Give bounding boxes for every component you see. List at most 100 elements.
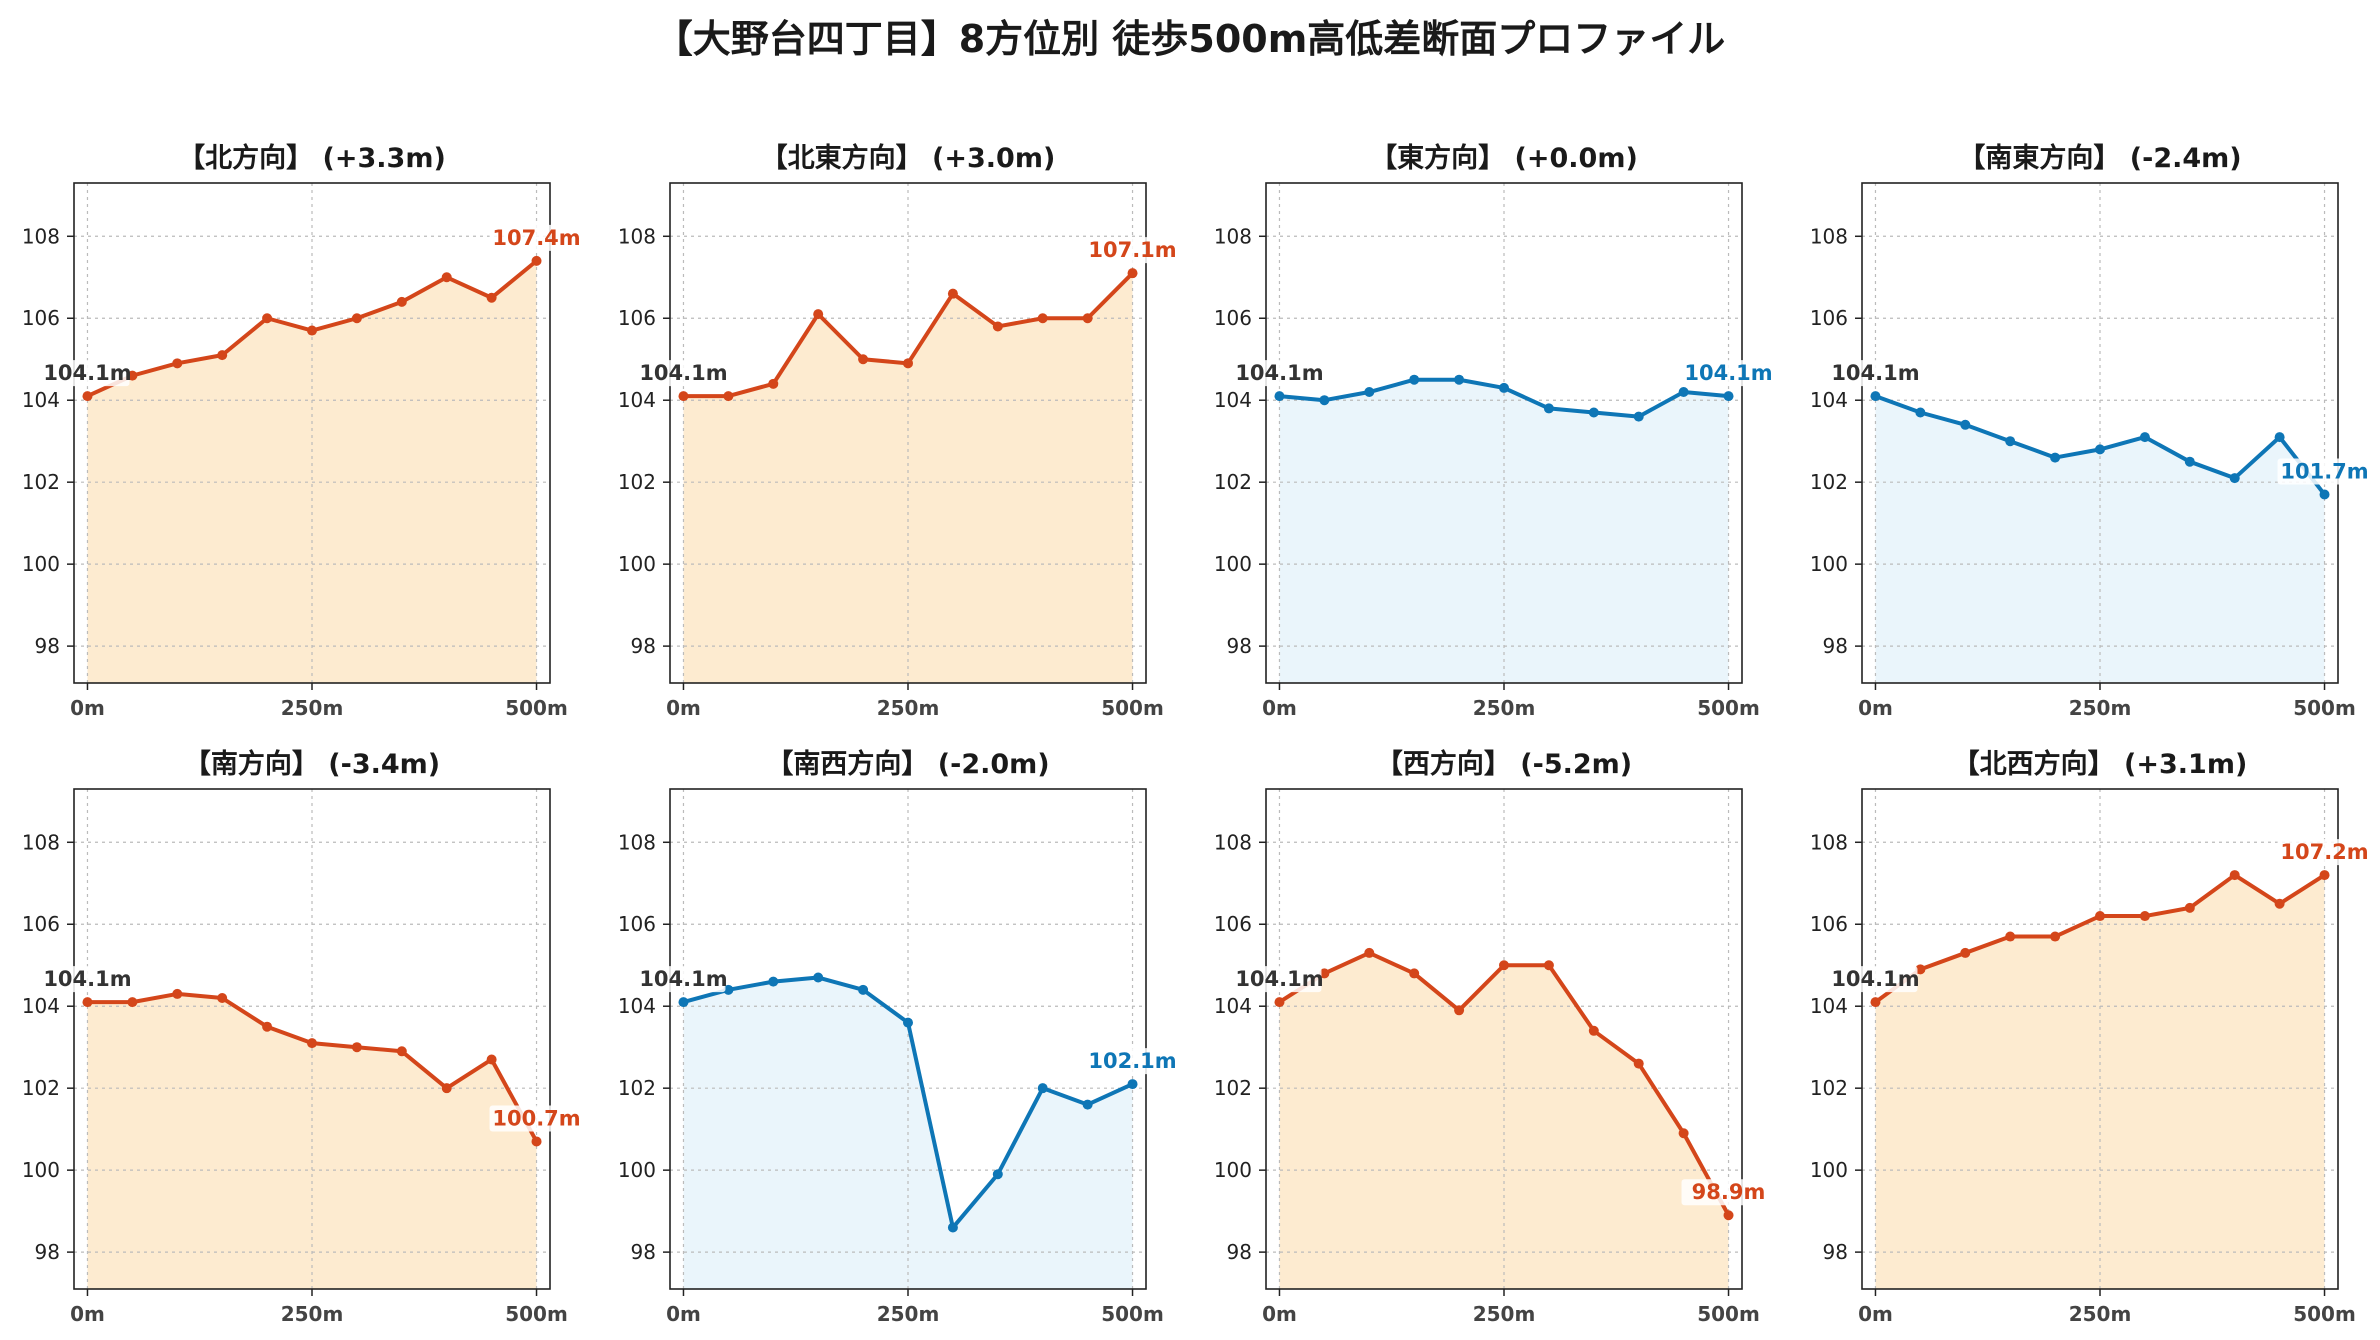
y-tick-label: 104 [618,388,656,412]
data-point [2005,436,2016,447]
end-label: 101.7m [2280,459,2368,483]
data-point [1082,1099,1093,1110]
data-point [813,972,824,983]
y-tick-label: 100 [618,552,656,576]
y-tick-label: 106 [1810,912,1848,936]
y-tick-label: 108 [618,830,656,854]
subplot-title: 【北方向】 (+3.3m) [178,142,446,174]
subplot-6: 98 100 102 104 106 108 0m 250m 500m 【南西方向】 (-2.0m… [618,748,1180,1326]
data-point [2184,456,2195,467]
data-point [1409,374,1420,385]
data-point [1499,960,1509,971]
y-tick-label: 102 [22,1076,60,1100]
y-tick-label: 100 [1214,1158,1252,1182]
y-tick-label: 104 [22,388,60,412]
y-tick-label: 100 [618,1158,656,1182]
subplot-8: 98 100 102 104 106 108 0m 250m 500m 【北西方向】 (+3.1m… [1810,748,2372,1326]
x-tick-label: 250m [281,1302,344,1326]
data-point [2095,911,2105,922]
x-tick-label: 250m [877,696,940,720]
data-point [172,988,183,999]
y-tick-label: 98 [35,634,60,658]
data-point [723,391,734,402]
data-point [2274,432,2285,443]
data-point [486,1054,497,1065]
data-point [1454,374,1465,385]
data-point [1082,313,1093,324]
data-point [1588,407,1599,418]
data-point [1870,391,1881,402]
x-tick-label: 0m [1262,1302,1297,1326]
end-label: 107.4m [492,226,580,250]
start-label: 104.1m [1831,967,1919,991]
end-label-bg [489,1105,584,1132]
start-label-bg [643,360,726,387]
data-point [486,292,497,303]
y-tick-label: 106 [1810,306,1848,330]
data-point [1588,1025,1599,1036]
end-label: 107.1m [1088,238,1176,262]
data-point [127,997,138,1008]
data-point [82,997,93,1008]
data-point [768,976,779,987]
end-label-bg [489,224,584,251]
subplot-title: 【北東方向】 (+3.0m) [761,142,1056,174]
data-point [903,1017,913,1028]
start-label: 104.1m [639,967,727,991]
data-point [1723,391,1734,402]
data-point [2274,898,2285,909]
data-point [1915,407,1926,418]
end-label-bg [1085,237,1180,264]
start-label-bg [1239,360,1322,387]
data-point [1543,403,1554,414]
data-point [217,993,228,1004]
data-point [396,1046,407,1057]
start-label: 104.1m [43,361,131,385]
x-tick-label: 0m [1858,1302,1893,1326]
start-label: 104.1m [1831,361,1919,385]
data-point [351,1042,362,1053]
data-point [813,309,824,320]
data-point [947,288,958,299]
data-point [1319,395,1330,406]
data-point [307,325,317,336]
data-point [1633,1058,1644,1069]
subplot-title: 【南西方向】 (-2.0m) [766,748,1049,780]
end-label: 104.1m [1684,361,1772,385]
data-point [1409,968,1420,979]
data-point [723,984,734,995]
y-tick-label: 104 [1810,994,1848,1018]
data-point [1364,387,1375,398]
start-label: 104.1m [43,967,131,991]
y-tick-label: 102 [1214,470,1252,494]
subplot-2: 98 100 102 104 106 108 0m 250m 500m 【北東方向】 (+3.0m… [618,142,1180,720]
data-point [858,354,869,365]
data-point [678,391,689,402]
y-tick-label: 100 [1214,552,1252,576]
figure-title: 【大野台四丁目】8方位別 徒歩500m高低差断面プロファイル [654,17,1726,61]
y-tick-label: 106 [618,912,656,936]
x-tick-label: 250m [877,1302,940,1326]
data-point [1960,947,1971,958]
y-tick-label: 102 [1810,1076,1848,1100]
y-tick-label: 106 [1214,306,1252,330]
data-point [531,255,542,266]
data-point [992,1169,1003,1180]
data-point [172,358,183,369]
x-tick-label: 0m [70,696,105,720]
x-tick-label: 500m [1101,696,1164,720]
y-tick-label: 106 [618,306,656,330]
data-point [262,1021,273,1032]
y-tick-label: 102 [1810,470,1848,494]
data-point [2319,870,2330,881]
subplot-5: 98 100 102 104 106 108 0m 250m 500m 【南方向】 (-3.4m)… [22,748,584,1326]
data-point [947,1222,958,1233]
subplot-title: 【西方向】 (-5.2m) [1376,748,1632,780]
x-tick-label: 500m [505,696,568,720]
area-fill [1875,875,2325,1289]
data-point [1723,1210,1734,1221]
data-point [2095,444,2105,455]
x-tick-label: 250m [2069,1302,2132,1326]
